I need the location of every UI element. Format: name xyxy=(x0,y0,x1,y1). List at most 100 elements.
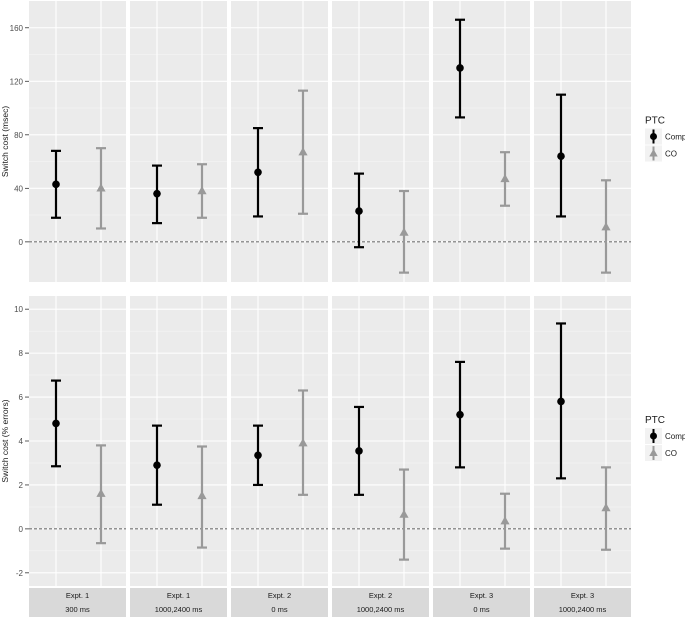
series-compl xyxy=(455,18,465,119)
point-co xyxy=(500,516,510,525)
strip-experiment-label: Expt. 2 xyxy=(268,591,291,600)
point-compl xyxy=(153,189,161,198)
series-co xyxy=(399,189,409,274)
facet-panel-1-2 xyxy=(130,1,227,282)
strip-condition-label: 0 ms xyxy=(473,605,490,614)
point-co xyxy=(399,227,409,236)
series-co xyxy=(601,179,611,274)
legend-entry-co: CO xyxy=(645,445,677,461)
point-co xyxy=(197,490,207,500)
point-compl xyxy=(254,168,262,177)
facet-panel-1-4 xyxy=(332,1,429,282)
point-co xyxy=(399,509,409,518)
legend-label: Compl xyxy=(665,133,685,142)
facet-panel-2-5 xyxy=(433,296,530,586)
point-co xyxy=(601,222,611,231)
facet-panel-2-4 xyxy=(332,296,429,586)
y-tick-label: 0 xyxy=(19,238,24,247)
facet-panel-2-6 xyxy=(534,296,631,586)
point-compl xyxy=(355,207,363,215)
strip-background xyxy=(433,588,530,617)
strip-experiment-label: Expt. 2 xyxy=(369,591,392,600)
strip-condition-label: 300 ms xyxy=(65,605,90,614)
series-co xyxy=(601,466,611,551)
strip-experiment-label: Expt. 1 xyxy=(66,591,89,600)
point-compl xyxy=(456,410,464,419)
y-tick-label: 120 xyxy=(10,77,24,86)
series-co xyxy=(197,445,207,549)
point-co xyxy=(298,438,308,447)
y-tick-label: 8 xyxy=(19,349,24,358)
series-co xyxy=(500,492,510,550)
legend-label: CO xyxy=(665,150,677,159)
legend-key-point-compl xyxy=(650,432,657,440)
series-compl xyxy=(354,405,364,496)
y-axis-title: Switch cost (% errors) xyxy=(0,399,10,482)
series-co xyxy=(197,163,207,219)
strip-background xyxy=(130,588,227,617)
series-compl xyxy=(354,172,364,249)
point-co xyxy=(298,147,308,156)
point-compl xyxy=(153,461,161,469)
series-compl xyxy=(253,127,263,218)
series-compl xyxy=(556,93,566,218)
strip-label-5: Expt. 3 0 ms xyxy=(433,588,530,617)
chart-row-2: -2 0 2 4 6 8 10 Switch cost (% errors) PTCCompl C… xyxy=(0,296,685,586)
strip-background xyxy=(231,588,328,617)
facet-panel-2-1 xyxy=(29,296,126,586)
series-co xyxy=(96,444,106,545)
series-compl xyxy=(556,322,566,480)
point-co xyxy=(96,183,106,192)
series-compl xyxy=(455,360,465,469)
series-co xyxy=(399,468,409,561)
legend: PTCCompl CO xyxy=(645,116,685,162)
facet-panel-1-6 xyxy=(534,1,631,282)
strip-label-6: Expt. 3 1000,2400 ms xyxy=(534,588,631,617)
strip-background xyxy=(534,588,631,617)
point-compl xyxy=(456,64,464,72)
y-tick-label: 10 xyxy=(14,305,23,314)
y-tick-label: 80 xyxy=(14,131,23,140)
strip-experiment-label: Expt. 3 xyxy=(470,591,493,600)
legend-title: PTC xyxy=(645,116,665,127)
y-tick-label: 160 xyxy=(10,24,24,33)
series-compl xyxy=(51,149,61,219)
y-tick-label: 0 xyxy=(19,525,24,534)
series-compl xyxy=(152,424,162,506)
y-tick-label: 40 xyxy=(14,184,23,193)
series-co xyxy=(298,89,308,215)
legend-key-point-co xyxy=(649,149,658,157)
strip-condition-label: 1000,2400 ms xyxy=(155,605,203,614)
strip-condition-label: 1000,2400 ms xyxy=(559,605,607,614)
legend-title: PTC xyxy=(645,415,665,426)
point-co xyxy=(601,503,611,512)
legend: PTCCompl CO xyxy=(645,415,685,461)
point-compl xyxy=(557,397,565,406)
point-co xyxy=(96,488,106,497)
point-co xyxy=(500,173,510,183)
strip-condition-label: 0 ms xyxy=(271,605,288,614)
series-co xyxy=(96,147,106,230)
series-compl xyxy=(152,164,162,225)
strip-experiment-label: Expt. 3 xyxy=(571,591,594,600)
strip-background xyxy=(332,588,429,617)
strip-label-2: Expt. 1 1000,2400 ms xyxy=(130,588,227,617)
legend-label: CO xyxy=(665,449,677,458)
y-tick-label: 4 xyxy=(19,437,24,446)
strip-label-4: Expt. 2 1000,2400 ms xyxy=(332,588,429,617)
point-compl xyxy=(557,152,565,161)
strip-background xyxy=(29,588,126,617)
panel-background xyxy=(433,1,530,282)
panel-background xyxy=(534,1,631,282)
y-tick-label: 6 xyxy=(19,393,24,402)
point-compl xyxy=(52,180,60,189)
legend-key-point-co xyxy=(649,448,658,456)
legend-entry-co: CO xyxy=(645,145,677,162)
chart-row-1: 0 40 80 120 160 Switch cost (msec) PTCCompl CO xyxy=(0,1,685,282)
y-tick-label: 2 xyxy=(19,481,24,490)
series-co xyxy=(500,151,510,207)
legend-key-point-compl xyxy=(650,133,657,140)
facet-panel-1-3 xyxy=(231,1,328,282)
facet-panel-2-2 xyxy=(130,296,227,586)
